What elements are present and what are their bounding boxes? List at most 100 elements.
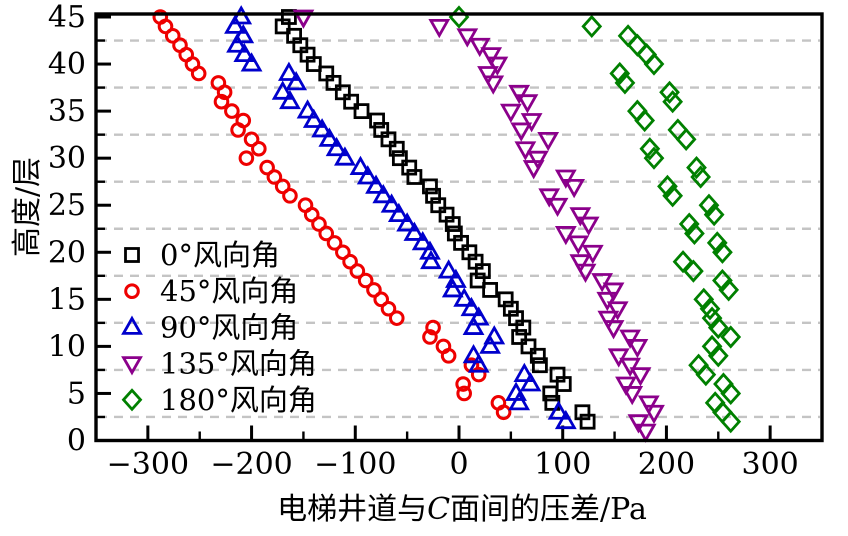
data-point-triangle-up xyxy=(372,183,395,204)
data-point-triangle-up xyxy=(224,14,246,34)
data-point-triangle-up xyxy=(554,409,577,430)
data-point-triangle-down xyxy=(480,47,503,67)
data-point-diamond xyxy=(695,363,717,387)
data-point-triangle-down xyxy=(554,226,577,246)
legend-label: 135°风向角 xyxy=(160,347,317,381)
data-point-square xyxy=(444,216,461,232)
data-point-triangle-up xyxy=(232,23,255,44)
legend-label: 180°风向角 xyxy=(160,383,317,417)
data-point-square xyxy=(531,357,548,374)
data-point-triangle-down xyxy=(522,160,545,180)
data-point-triangle-down xyxy=(567,235,590,255)
data-point-triangle-up xyxy=(441,278,464,298)
data-point-diamond xyxy=(693,287,715,311)
data-point-triangle-down xyxy=(606,301,629,321)
data-point-square xyxy=(274,18,291,35)
data-point-triangle-up xyxy=(271,80,294,100)
data-point-diamond xyxy=(690,165,712,189)
data-point-diamond xyxy=(672,250,694,274)
data-point-triangle-up xyxy=(226,33,248,53)
data-point-square xyxy=(406,169,423,185)
data-point-square xyxy=(453,234,469,251)
data-point-square xyxy=(305,56,322,72)
data-point-triangle-down xyxy=(607,348,630,368)
data-point-triangle-down xyxy=(629,367,652,387)
data-point-triangle-down xyxy=(569,254,592,274)
x-tick-labels: −300 −200 −100 0 100 200 300 xyxy=(107,447,799,482)
series-90deg xyxy=(224,5,577,430)
data-point-diamond xyxy=(701,306,723,330)
series-180deg xyxy=(448,5,742,434)
data-point-triangle-down xyxy=(508,84,531,105)
svg-text:15: 15 xyxy=(48,282,86,317)
svg-text:−200: −200 xyxy=(210,447,292,482)
data-point-circle xyxy=(373,291,390,308)
data-point-triangle-down xyxy=(538,188,561,208)
data-point-triangle-down xyxy=(634,423,657,443)
data-point-triangle-down xyxy=(643,404,665,425)
data-point-circle xyxy=(157,18,174,35)
data-point-circle xyxy=(495,404,512,421)
data-point-triangle-down xyxy=(615,376,637,396)
svg-text:20: 20 xyxy=(48,235,86,270)
data-point-circle xyxy=(456,385,472,402)
data-point-triangle-down xyxy=(482,75,505,95)
data-point-circle xyxy=(216,84,233,101)
data-point-circle xyxy=(388,310,405,326)
data-point-triangle-down xyxy=(477,66,499,86)
data-point-triangle-up xyxy=(519,372,542,392)
data-point-circle xyxy=(311,216,327,232)
data-point-circle xyxy=(440,348,457,364)
series-135deg xyxy=(292,9,665,443)
data-point-circle xyxy=(357,272,374,289)
data-point-triangle-up xyxy=(513,362,536,383)
data-point-circle xyxy=(380,300,397,317)
legend-label: 45°风向角 xyxy=(160,274,298,308)
svg-text:0: 0 xyxy=(449,447,468,482)
data-point-triangle-up xyxy=(508,391,531,411)
data-point-triangle-down xyxy=(602,320,625,340)
data-point-circle xyxy=(349,263,366,279)
data-point-triangle-up xyxy=(396,212,419,232)
data-point-diamond xyxy=(662,90,684,114)
data-point-triangle-down xyxy=(537,131,560,152)
y-tick-labels: 0 5 10 15 20 25 30 35 40 45 xyxy=(48,0,86,459)
data-point-triangle-up xyxy=(121,315,143,335)
plot-border xyxy=(94,12,824,443)
data-point-triangle-down xyxy=(499,103,522,123)
data-point-triangle-up xyxy=(296,99,319,119)
data-point-diamond xyxy=(627,33,648,57)
data-point-square xyxy=(334,84,351,101)
axis-ticks xyxy=(96,15,772,442)
data-point-diamond xyxy=(720,325,742,349)
legend-item-45deg: 45°风向角 xyxy=(124,274,298,308)
svg-text:40: 40 xyxy=(48,47,86,82)
legend-item-0deg: 0°风向角 xyxy=(124,238,280,272)
data-point-triangle-down xyxy=(577,216,600,236)
data-point-triangle-down xyxy=(621,386,644,406)
data-point-triangle-down xyxy=(468,37,491,58)
data-point-diamond xyxy=(678,212,700,236)
data-point-triangle-up xyxy=(462,315,485,335)
data-point-square xyxy=(430,197,447,214)
data-point-circle xyxy=(238,150,255,166)
data-point-triangle-up xyxy=(411,231,434,251)
svg-text:0: 0 xyxy=(67,424,86,459)
data-point-square xyxy=(511,329,528,345)
y-axis-title: 高度/层 xyxy=(10,156,45,258)
data-point-triangle-down xyxy=(591,273,614,293)
data-point-diamond xyxy=(448,5,470,29)
data-point-circle xyxy=(243,131,260,148)
data-point-triangle-down xyxy=(516,94,539,114)
x-axis-title-suffix: 面间的压差/Pa xyxy=(450,492,647,527)
data-point-triangle-up xyxy=(547,400,570,420)
data-point-circle xyxy=(164,28,181,44)
data-point-square xyxy=(325,74,342,91)
svg-text:300: 300 xyxy=(742,447,799,482)
data-point-diamond xyxy=(706,231,728,255)
data-point-triangle-down xyxy=(627,414,650,434)
data-point-square xyxy=(542,385,559,402)
data-point-triangle-up xyxy=(233,42,256,63)
